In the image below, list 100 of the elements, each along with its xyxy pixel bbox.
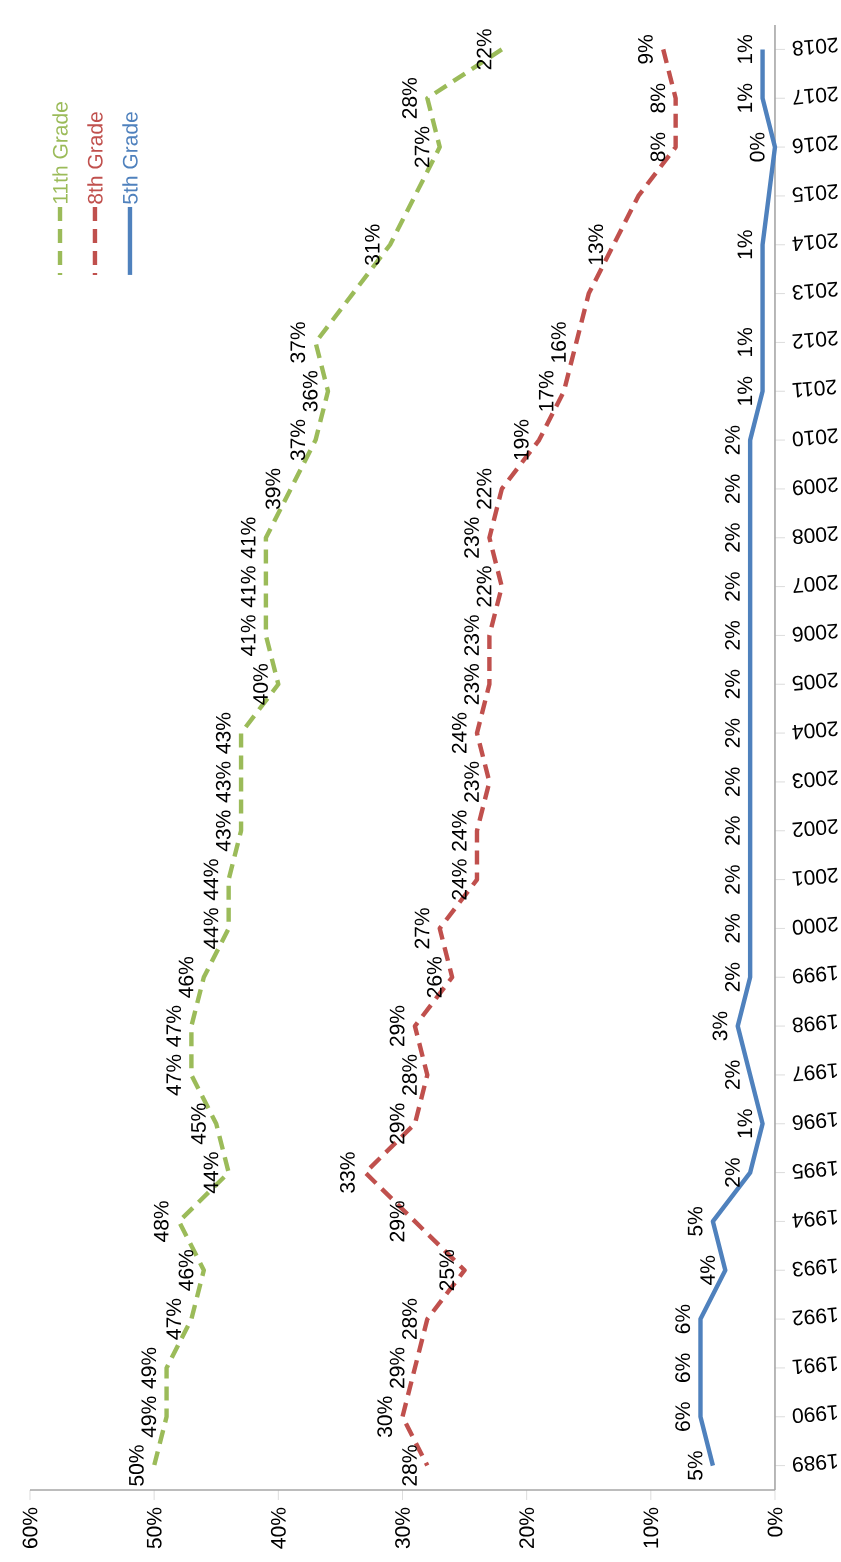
data-label: 46% [178,957,194,998]
data-label: 23% [464,664,480,705]
y-tick-label: 2014 [792,232,838,252]
data-label: 29% [389,1201,405,1242]
data-label: 41% [240,615,256,656]
data-label: 2% [724,767,740,797]
data-label: 28% [402,1445,417,1486]
data-label: 28% [402,78,417,119]
data-label: 2% [724,718,740,748]
y-tick-label: 1989 [793,1453,837,1472]
data-label: 17% [538,371,554,411]
data-label: 6% [675,1402,691,1431]
data-label: 50% [128,1445,144,1486]
data-label: 44% [203,859,219,901]
data-label: 46% [178,1250,194,1291]
data-label: 0% [749,132,765,162]
y-tick-label: 1998 [792,1014,837,1033]
data-label: 31% [364,224,380,265]
data-label: 49% [141,1396,157,1438]
data-label: 27% [414,126,430,168]
data-label: 19% [513,419,529,460]
data-label: 5% [687,1207,703,1236]
data-label: 24% [451,712,467,754]
y-tick-label: 1991 [792,1356,837,1375]
data-label: 37% [290,322,306,363]
data-label: 1% [737,328,753,356]
y-tick-label: 2013 [792,281,838,300]
y-tick-label: 2010 [792,428,838,447]
y-tick-label: 1990 [792,1405,837,1424]
y-tick-label: 2017 [793,86,838,105]
data-label: 2% [724,669,740,699]
data-label: 6% [675,1304,691,1334]
data-label: 36% [302,371,318,412]
data-label: 24% [451,859,467,900]
data-label: 29% [389,1103,405,1144]
y-tick-label: 2011 [792,379,837,398]
y-tick-label: 1999 [793,965,837,984]
text: 5th Grade [122,112,138,204]
data-label: 40% [253,664,268,705]
data-label: 2% [724,425,740,455]
x-tick-label: 50% [146,1507,162,1549]
data-label: 48% [153,1201,169,1242]
y-tick-label: 1992 [792,1307,837,1326]
data-label: 23% [464,761,480,802]
data-label: 1% [737,83,753,112]
y-tick-label: 2015 [792,184,838,203]
y-tick-label: 2000 [792,916,838,935]
x-tick-label: 30% [395,1507,410,1549]
data-label: 43% [215,712,231,754]
data-label: 43% [215,761,231,803]
y-tick-label: 1993 [792,1258,837,1277]
x-tick-label: 60% [22,1507,38,1549]
data-label: 47% [166,1298,182,1340]
x-tick-label: 0% [767,1507,783,1537]
data-label: 6% [675,1353,691,1383]
data-label: 2% [724,474,740,504]
data-label: 2% [724,572,740,601]
data-label: 1% [737,35,753,63]
y-tick-label: 2003 [792,770,838,789]
data-label: 27% [414,908,430,949]
data-label: 23% [464,517,480,558]
data-label: 2% [724,816,740,845]
data-label: 1% [737,1109,753,1138]
data-label: 2% [724,962,740,992]
data-label: 47% [166,1005,182,1047]
y-tick-label: 2005 [792,672,838,691]
data-label: 41% [240,517,256,559]
data-label: 13% [588,224,604,265]
data-label: 4% [700,1255,715,1285]
data-label: 43% [215,810,231,852]
y-tick-label: 2004 [792,721,838,740]
data-label: 49% [141,1347,157,1389]
data-label: 41% [240,566,256,608]
y-tick-label: 2007 [793,574,838,594]
data-label: 44% [203,1152,219,1194]
data-label: 23% [464,615,480,656]
data-label: 9% [637,35,653,64]
data-label: 39% [265,468,281,510]
y-tick-label: 2002 [792,818,838,838]
data-label: 26% [426,957,442,998]
data-label: 33% [339,1152,355,1193]
data-label: 1% [737,230,753,259]
data-label: 25% [439,1250,455,1291]
data-label: 24% [451,810,467,851]
y-tick-label: 1997 [793,1063,837,1082]
data-label: 5% [687,1451,703,1480]
data-label: 29% [389,1005,405,1047]
data-label: 47% [166,1054,182,1096]
data-label: 2% [724,1060,740,1090]
y-tick-label: 2006 [792,623,838,642]
data-label: 22% [476,468,492,509]
data-label: 8% [650,132,666,162]
data-label: 2% [724,1158,740,1187]
data-label: 2% [724,914,740,943]
data-label: 44% [203,908,219,949]
data-label: 22% [476,29,492,70]
data-label: 29% [389,1347,405,1388]
y-tick-label: 1994 [792,1209,837,1228]
y-tick-label: 1995 [792,1160,837,1179]
data-label: 2% [724,621,740,650]
